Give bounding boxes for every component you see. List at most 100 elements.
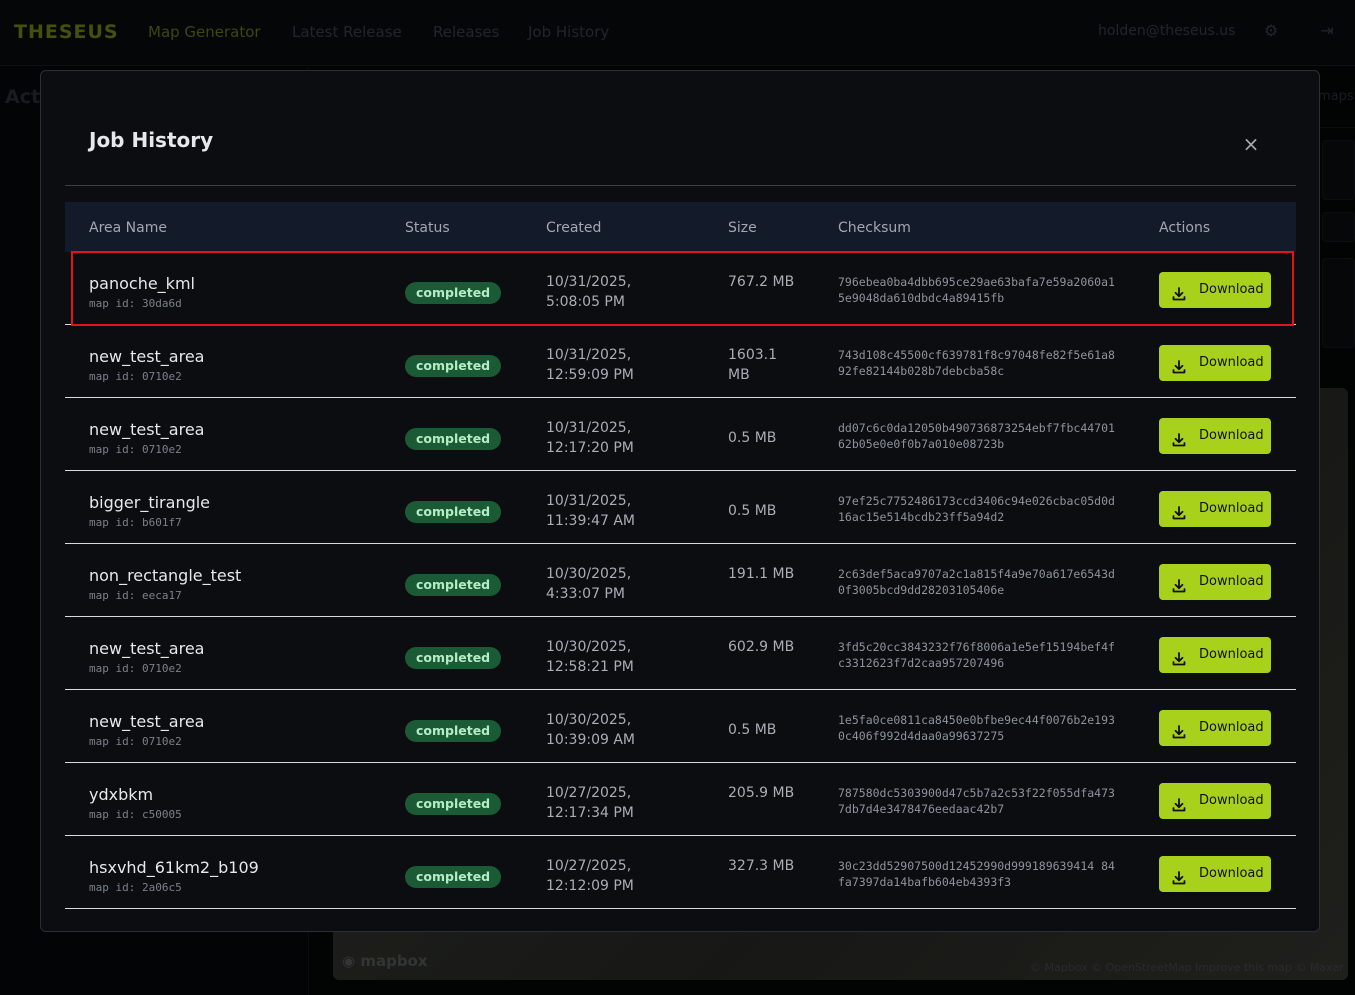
checksum: 1e5fa0ce0811ca8450e0bfbe9ec44f0076b2e193… bbox=[838, 713, 1115, 743]
nav-link-map-generator[interactable]: Map Generator bbox=[148, 23, 261, 41]
nav-link-latest-release[interactable]: Latest Release bbox=[292, 23, 402, 41]
file-size: 1603.1 MB bbox=[728, 347, 777, 383]
map-id: map id: b601f7 bbox=[89, 516, 182, 529]
area-name: non_rectangle_test bbox=[89, 566, 242, 585]
download-icon bbox=[1171, 281, 1187, 301]
file-size: 0.5 MB bbox=[728, 503, 777, 519]
download-label: Download bbox=[1199, 866, 1264, 881]
column-header-created: Created bbox=[546, 220, 602, 236]
map-id: map id: 0710e2 bbox=[89, 443, 182, 456]
created-date: 10/30/2025, 4:33:07 PM bbox=[546, 566, 632, 602]
column-header-area-name: Area Name bbox=[89, 220, 167, 236]
mapbox-logo-text: mapbox bbox=[360, 952, 428, 970]
created-date: 10/31/2025, 12:59:09 PM bbox=[546, 347, 634, 383]
divider bbox=[65, 185, 1296, 186]
section-title: Act bbox=[5, 86, 41, 108]
download-icon bbox=[1171, 646, 1187, 666]
brand-logo[interactable]: THESEUS bbox=[14, 21, 119, 43]
download-button[interactable]: Download bbox=[1159, 491, 1271, 527]
area-name: new_test_area bbox=[89, 639, 205, 658]
status-badge: completed bbox=[405, 282, 502, 304]
download-button[interactable]: Download bbox=[1159, 272, 1271, 308]
file-size: 602.9 MB bbox=[728, 639, 795, 655]
map-attribution[interactable]: © Mapbox © OpenStreetMap Improve this ma… bbox=[1030, 961, 1344, 974]
download-label: Download bbox=[1199, 574, 1264, 589]
download-icon bbox=[1171, 500, 1187, 520]
checksum: 2c63def5aca9707a2c1a815f4a9e70a617e6543d… bbox=[838, 567, 1115, 597]
background-field bbox=[1322, 212, 1355, 242]
nav-link-job-history[interactable]: Job History bbox=[528, 23, 610, 41]
download-icon bbox=[1171, 719, 1187, 739]
download-button[interactable]: Download bbox=[1159, 345, 1271, 381]
map-id: map id: 0710e2 bbox=[89, 735, 182, 748]
area-name: ydxbkm bbox=[89, 785, 154, 804]
column-header-checksum: Checksum bbox=[838, 220, 911, 236]
download-button[interactable]: Download bbox=[1159, 564, 1271, 600]
logout-icon[interactable]: ⇥ bbox=[1320, 21, 1334, 40]
close-icon[interactable]: × bbox=[1242, 132, 1260, 156]
created-date: 10/27/2025, 12:12:09 PM bbox=[546, 858, 634, 894]
checksum: 97ef25c7752486173ccd3406c94e026cbac05d0d… bbox=[838, 494, 1115, 524]
checksum: 3fd5c20cc3843232f76f8006a1e5ef15194bef4f… bbox=[838, 640, 1115, 670]
status-badge: completed bbox=[405, 647, 502, 669]
table-row: panoche_kml map id: 30da6d completed 10/31/… bbox=[65, 252, 1296, 325]
checksum: 787580dc5303900d47c5b7a2c53f22f055dfa473… bbox=[838, 786, 1115, 816]
area-name: new_test_area bbox=[89, 347, 205, 366]
area-name: hsxvhd_61km2_b109 bbox=[89, 858, 259, 877]
area-name: bigger_tirangle bbox=[89, 493, 211, 512]
download-label: Download bbox=[1199, 501, 1264, 516]
checksum: dd07c6c0da12050b490736873254ebf7fbc44701… bbox=[838, 421, 1115, 451]
download-icon bbox=[1171, 865, 1187, 885]
top-nav: THESEUS Map Generator Latest Release Rel… bbox=[0, 0, 1355, 66]
file-size: 767.2 MB bbox=[728, 274, 795, 290]
file-size: 0.5 MB bbox=[728, 722, 777, 738]
table-header: Area Name Status Created Size Checksum A… bbox=[65, 202, 1296, 252]
user-email: holden@theseus.us bbox=[1098, 23, 1236, 39]
checksum: 30c23dd52907500d12452990d999189639414 84… bbox=[838, 859, 1115, 889]
table-row: ydxbkm map id: c50005 completed 10/27/2025,… bbox=[65, 763, 1296, 836]
download-button[interactable]: Download bbox=[1159, 637, 1271, 673]
gear-icon[interactable]: ⚙ bbox=[1263, 21, 1279, 40]
mapbox-logo: ◉ mapbox bbox=[342, 952, 428, 970]
download-icon bbox=[1171, 354, 1187, 374]
status-badge: completed bbox=[405, 428, 502, 450]
download-button[interactable]: Download bbox=[1159, 783, 1271, 819]
download-icon bbox=[1171, 792, 1187, 812]
map-id: map id: 0710e2 bbox=[89, 662, 182, 675]
status-badge: completed bbox=[405, 574, 502, 596]
download-label: Download bbox=[1199, 355, 1264, 370]
download-icon bbox=[1171, 573, 1187, 593]
status-badge: completed bbox=[405, 793, 502, 815]
download-icon bbox=[1171, 427, 1187, 447]
download-button[interactable]: Download bbox=[1159, 710, 1271, 746]
download-button[interactable]: Download bbox=[1159, 856, 1271, 892]
checksum: 796ebea0ba4dbb695ce29ae63bafa7e59a2060a1… bbox=[838, 275, 1115, 305]
maps-label: maps bbox=[1318, 89, 1354, 104]
download-label: Download bbox=[1199, 282, 1264, 297]
file-size: 205.9 MB bbox=[728, 785, 795, 801]
created-date: 10/31/2025, 11:39:47 AM bbox=[546, 493, 635, 529]
download-label: Download bbox=[1199, 428, 1264, 443]
download-label: Download bbox=[1199, 720, 1264, 735]
download-button[interactable]: Download bbox=[1159, 418, 1271, 454]
file-size: 191.1 MB bbox=[728, 566, 795, 582]
map-id: map id: eeca17 bbox=[89, 589, 182, 602]
status-badge: completed bbox=[405, 355, 502, 377]
file-size: 327.3 MB bbox=[728, 858, 795, 874]
created-date: 10/31/2025, 12:17:20 PM bbox=[546, 420, 634, 456]
table-row: new_test_area map id: 0710e2 completed 10/3… bbox=[65, 325, 1296, 398]
status-badge: completed bbox=[405, 866, 502, 888]
created-date: 10/30/2025, 12:58:21 PM bbox=[546, 639, 634, 675]
area-name: panoche_kml bbox=[89, 274, 195, 293]
created-date: 10/30/2025, 10:39:09 AM bbox=[546, 712, 635, 748]
nav-link-releases[interactable]: Releases bbox=[433, 23, 500, 41]
map-id: map id: 2a06c5 bbox=[89, 881, 182, 894]
table-row: new_test_area map id: 0710e2 completed 10/3… bbox=[65, 690, 1296, 763]
download-label: Download bbox=[1199, 647, 1264, 662]
map-id: map id: c50005 bbox=[89, 808, 182, 821]
status-badge: completed bbox=[405, 501, 502, 523]
